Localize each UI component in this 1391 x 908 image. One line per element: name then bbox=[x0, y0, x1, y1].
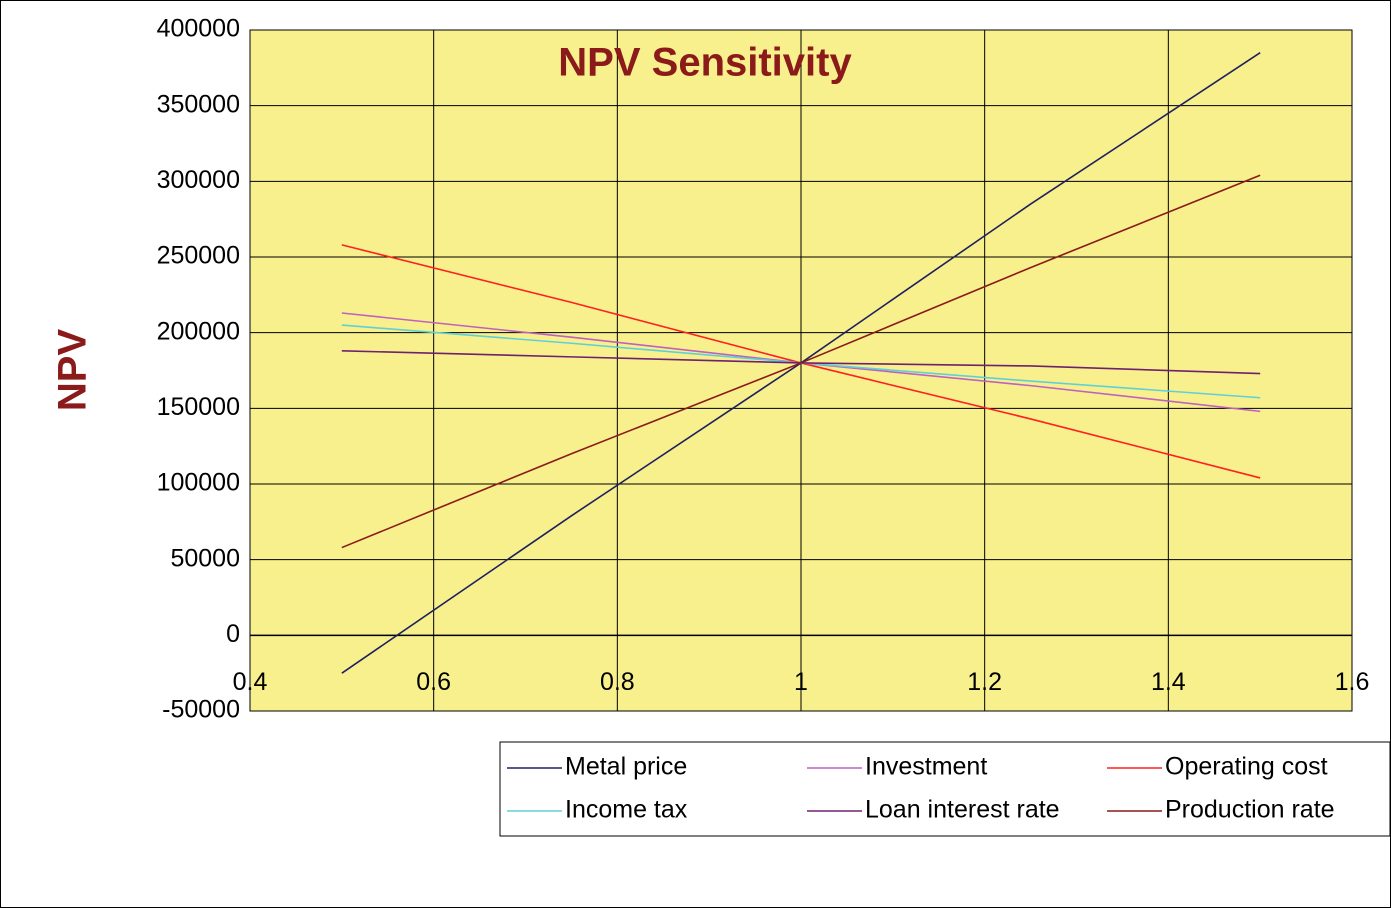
legend-label: Operating cost bbox=[1165, 753, 1328, 781]
legend-label: Loan interest rate bbox=[865, 796, 1060, 824]
x-tick-label: 0.4 bbox=[233, 668, 268, 696]
y-tick-label: -50000 bbox=[162, 696, 240, 724]
y-tick-label: 150000 bbox=[157, 393, 240, 421]
legend-label: Income tax bbox=[565, 796, 688, 824]
legend-label: Metal price bbox=[565, 753, 687, 781]
y-tick-label: 50000 bbox=[170, 544, 240, 572]
x-tick-label: 0.6 bbox=[416, 668, 451, 696]
chart-title: NPV Sensitivity bbox=[558, 41, 852, 85]
y-tick-label: 250000 bbox=[157, 242, 240, 270]
series-line bbox=[341, 174, 1261, 549]
legend-label: Investment bbox=[865, 753, 987, 781]
x-tick-label: 1 bbox=[794, 668, 808, 696]
y-tick-label: 200000 bbox=[157, 317, 240, 345]
x-tick-label: 1.4 bbox=[1151, 668, 1186, 696]
legend bbox=[499, 741, 1391, 837]
legend-label: Production rate bbox=[1165, 796, 1335, 824]
y-tick-label: 300000 bbox=[157, 166, 240, 194]
x-tick-label: 1.6 bbox=[1335, 668, 1370, 696]
y-tick-label: 0 bbox=[226, 620, 240, 648]
y-tick-label: 100000 bbox=[157, 469, 240, 497]
x-tick-label: 0.8 bbox=[600, 668, 635, 696]
y-tick-label: 400000 bbox=[157, 15, 240, 43]
y-tick-label: 350000 bbox=[157, 90, 240, 118]
lines bbox=[341, 52, 1261, 674]
x-tick-label: 1.2 bbox=[967, 668, 1002, 696]
y-axis-label: NPV bbox=[51, 329, 95, 412]
